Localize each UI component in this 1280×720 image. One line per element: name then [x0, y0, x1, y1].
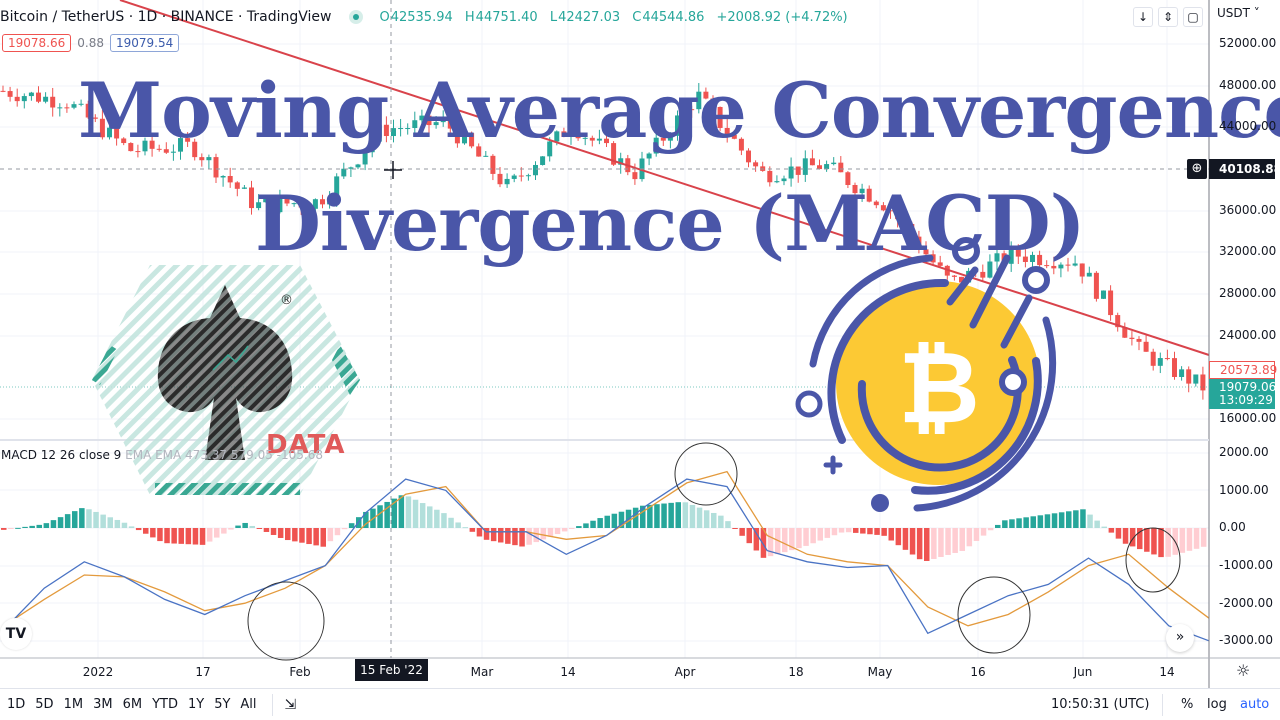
- time-axis-label: Mar: [470, 665, 494, 679]
- crosshair-price-tag: 40108.88: [1209, 159, 1280, 179]
- bitcoin-symbol-icon: ₿: [898, 332, 980, 444]
- add-alert-plus-icon[interactable]: ⊕: [1187, 159, 1207, 179]
- macd-axis-label: -2000.00: [1219, 596, 1273, 610]
- range-all-button[interactable]: All: [240, 697, 257, 712]
- range-5d-button[interactable]: 5D: [35, 697, 54, 712]
- registered-mark: ®: [280, 293, 293, 308]
- percent-scale-toggle[interactable]: %: [1181, 697, 1194, 712]
- collapse-icon[interactable]: ⇕: [1158, 7, 1178, 27]
- range-5y-button[interactable]: 5Y: [214, 697, 231, 712]
- range-ytd-button[interactable]: YTD: [152, 697, 178, 712]
- macd-axis-label: 2000.00: [1219, 445, 1269, 459]
- high-value: 44751.40: [475, 9, 538, 25]
- utc-clock[interactable]: 10:50:31 (UTC): [1051, 697, 1150, 712]
- crossover-annotations: [247, 442, 1181, 661]
- time-axis-label: 17: [195, 665, 211, 679]
- price-axis-label: 36000.00: [1219, 203, 1277, 217]
- go-to-date-calendar-icon[interactable]: ⇲: [284, 696, 297, 713]
- price-axis-label: 48000.00: [1219, 78, 1277, 92]
- close-value: 44544.86: [642, 9, 705, 25]
- crosshair-date-tag: 15 Feb '22: [355, 659, 428, 681]
- macd-legend[interactable]: MACD 12 26 close 9 EMA EMA 473.37 579.05…: [1, 448, 323, 462]
- ohlc-values: O42535.94 H44751.40 L42427.03 C44544.86 …: [379, 9, 848, 25]
- time-axis-label: 14: [1159, 665, 1175, 679]
- macd-axis-label: -3000.00: [1219, 633, 1273, 647]
- scroll-down-icon[interactable]: ↓: [1133, 7, 1153, 27]
- bitcoin-illustration: ₿: [795, 237, 1057, 512]
- chart-top-buttons: ↓ ⇕ ▢: [1133, 7, 1203, 27]
- settings-gear-icon[interactable]: ☼: [1236, 661, 1251, 680]
- price-axis-label: 44000.00: [1219, 119, 1277, 133]
- time-axis-label: 14: [560, 665, 576, 679]
- price-axis-label: 16000.00: [1219, 411, 1277, 425]
- macd-axis-label: 0.00: [1219, 520, 1246, 534]
- price-axis-label: 24000.00: [1219, 328, 1277, 342]
- auto-scale-toggle[interactable]: auto: [1240, 697, 1270, 712]
- price-axis-label: 52000.00: [1219, 36, 1277, 50]
- macd-axis-label: 1000.00: [1219, 483, 1269, 497]
- buy-price-button[interactable]: 19079.54: [109, 34, 180, 52]
- divider: [271, 693, 273, 716]
- time-axis-label: Jun: [1073, 665, 1093, 679]
- bid-price-tag: 20573.89: [1209, 361, 1277, 379]
- sell-price-button[interactable]: 19078.66: [2, 34, 72, 52]
- title-line-1: Moving Average Convergence: [78, 66, 1280, 155]
- crosshair-cursor-icon: [384, 161, 402, 179]
- time-axis-label: Apr: [674, 665, 696, 679]
- range-1m-button[interactable]: 1M: [63, 697, 84, 712]
- bottom-toolbar: 1D 5D 1M 3M 6M YTD 1Y 5Y All ⇲ 10:50:31 …: [0, 688, 1280, 720]
- price-axis-label: 32000.00: [1219, 244, 1277, 258]
- symbol-legend: Bitcoin / TetherUS · 1D · BINANCE · Trad…: [0, 7, 856, 27]
- price-axis-label: 28000.00: [1219, 286, 1277, 300]
- tradingview-logo-icon[interactable]: TV: [0, 618, 32, 650]
- time-axis-label: Feb: [289, 665, 311, 679]
- bid-ask-panel: 19078.66 0.88 19079.54: [2, 34, 180, 52]
- bar-countdown: 13:09:29: [1219, 393, 1273, 407]
- currency-select[interactable]: USDT ˅: [1217, 6, 1260, 20]
- range-6m-button[interactable]: 6M: [122, 697, 143, 712]
- macd-legend-title: MACD 12 26 close 9: [1, 448, 122, 462]
- macd-axis-label: -1000.00: [1219, 558, 1273, 572]
- symbol-title[interactable]: Bitcoin / TetherUS · 1D · BINANCE · Trad…: [0, 9, 332, 25]
- last-price-tag: 19079.06 13:09:29: [1209, 379, 1277, 409]
- market-status-icon[interactable]: [349, 10, 364, 24]
- range-3m-button[interactable]: 3M: [93, 697, 113, 712]
- last-price: 19079.06: [1219, 380, 1277, 394]
- scroll-to-realtime-icon[interactable]: »: [1166, 624, 1194, 652]
- divider: [1162, 693, 1163, 716]
- ace-data-logo-text: DATA: [266, 430, 346, 460]
- change-value: +2008.92 (+4.72%): [716, 9, 848, 25]
- range-1y-button[interactable]: 1Y: [187, 697, 205, 712]
- time-axis-label: 16: [970, 665, 986, 679]
- spread-value: 0.88: [77, 36, 104, 50]
- time-axis-label: May: [867, 665, 893, 679]
- macd-legend-values: EMA EMA 473.37 579.05 -105.68: [121, 448, 323, 462]
- fullscreen-icon[interactable]: ▢: [1183, 7, 1203, 27]
- title-line-2: Divergence (MACD): [255, 179, 1086, 268]
- open-value: 42535.94: [390, 9, 453, 25]
- low-value: 42427.03: [558, 9, 621, 25]
- time-axis-label: 2022: [82, 665, 114, 679]
- ace-data-logo: [92, 265, 360, 495]
- log-scale-toggle[interactable]: log: [1207, 697, 1227, 712]
- time-axis-label: 18: [788, 665, 804, 679]
- range-1d-button[interactable]: 1D: [7, 697, 26, 712]
